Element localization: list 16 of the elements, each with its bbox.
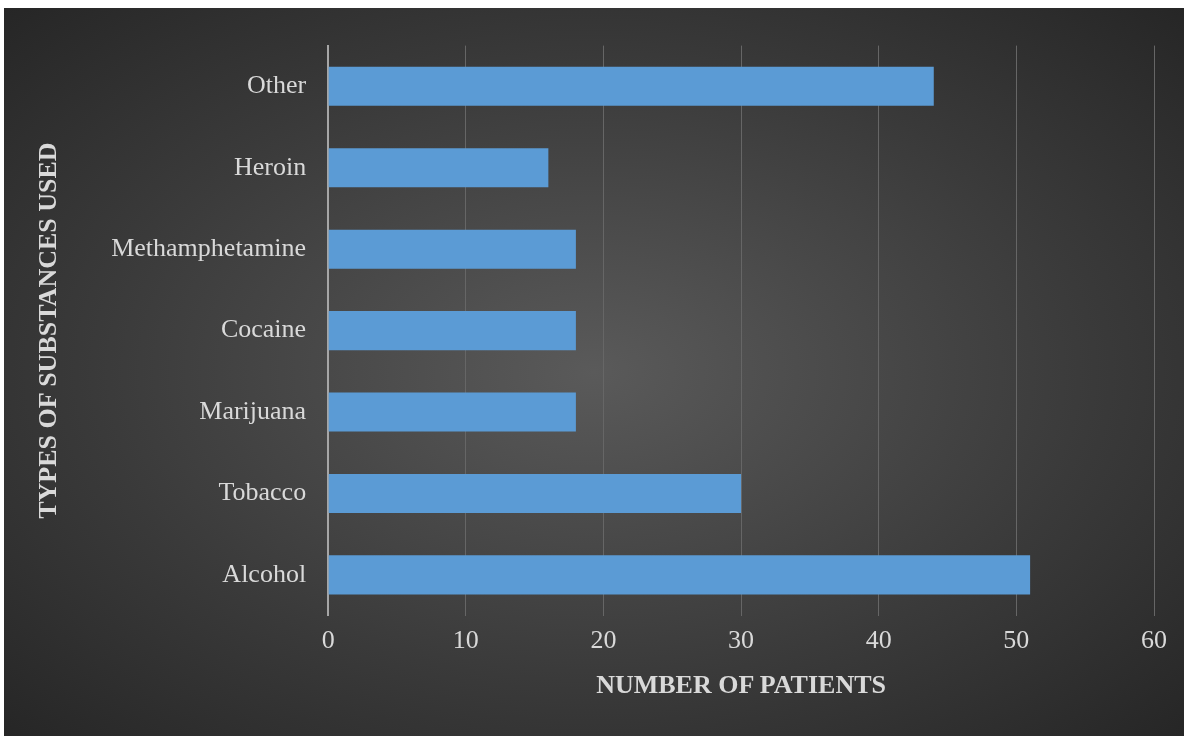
- x-tick-label: 40: [865, 625, 892, 655]
- x-tick-label: 30: [728, 625, 755, 655]
- y-tick-label: Other: [246, 70, 307, 100]
- x-axis-title: NUMBER OF PATIENTS: [596, 670, 887, 700]
- x-tick-label: 50: [1003, 625, 1030, 655]
- y-tick-label: Marijuana: [199, 395, 307, 425]
- x-tick-label: 10: [452, 625, 479, 655]
- y-tick-label: Alcohol: [222, 558, 307, 588]
- y-tick-label: Tobacco: [218, 477, 307, 507]
- y-axis-title: TYPES OF SUBSTANCES USED: [33, 142, 63, 519]
- x-tick-label: 60: [1141, 625, 1167, 655]
- y-tick-label: Heroin: [233, 151, 307, 181]
- y-tick-label: Cocaine: [220, 314, 307, 344]
- x-tick-label: 0: [321, 625, 335, 655]
- x-tick-label: 20: [590, 625, 617, 655]
- y-tick-label: Methamphetamine: [111, 233, 307, 262]
